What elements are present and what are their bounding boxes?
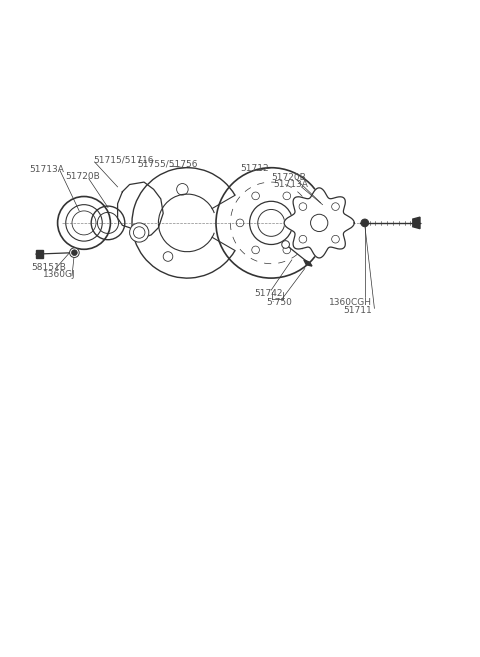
- Text: 5·750: 5·750: [266, 298, 292, 307]
- Text: 51755/51756: 51755/51756: [137, 160, 197, 168]
- Polygon shape: [36, 250, 43, 258]
- Text: 51712: 51712: [240, 164, 269, 173]
- Text: 51715/51716: 51715/51716: [94, 155, 154, 164]
- Text: 51711: 51711: [343, 306, 372, 315]
- Text: 1360GJ: 1360GJ: [43, 270, 76, 279]
- Polygon shape: [118, 182, 163, 237]
- Text: 51713A: 51713A: [274, 181, 309, 189]
- Circle shape: [70, 248, 79, 258]
- Text: 1360CGH: 1360CGH: [329, 298, 372, 307]
- Text: 51742: 51742: [254, 290, 283, 298]
- Text: 51720B: 51720B: [65, 172, 99, 181]
- Polygon shape: [413, 217, 420, 229]
- Polygon shape: [304, 260, 312, 266]
- Text: 51720B: 51720B: [271, 173, 306, 182]
- Circle shape: [72, 250, 77, 256]
- Polygon shape: [284, 188, 354, 258]
- Circle shape: [282, 240, 289, 248]
- Text: 58151B: 58151B: [31, 263, 66, 271]
- Text: 51713A: 51713A: [30, 165, 65, 173]
- Circle shape: [361, 219, 369, 227]
- Circle shape: [130, 223, 149, 242]
